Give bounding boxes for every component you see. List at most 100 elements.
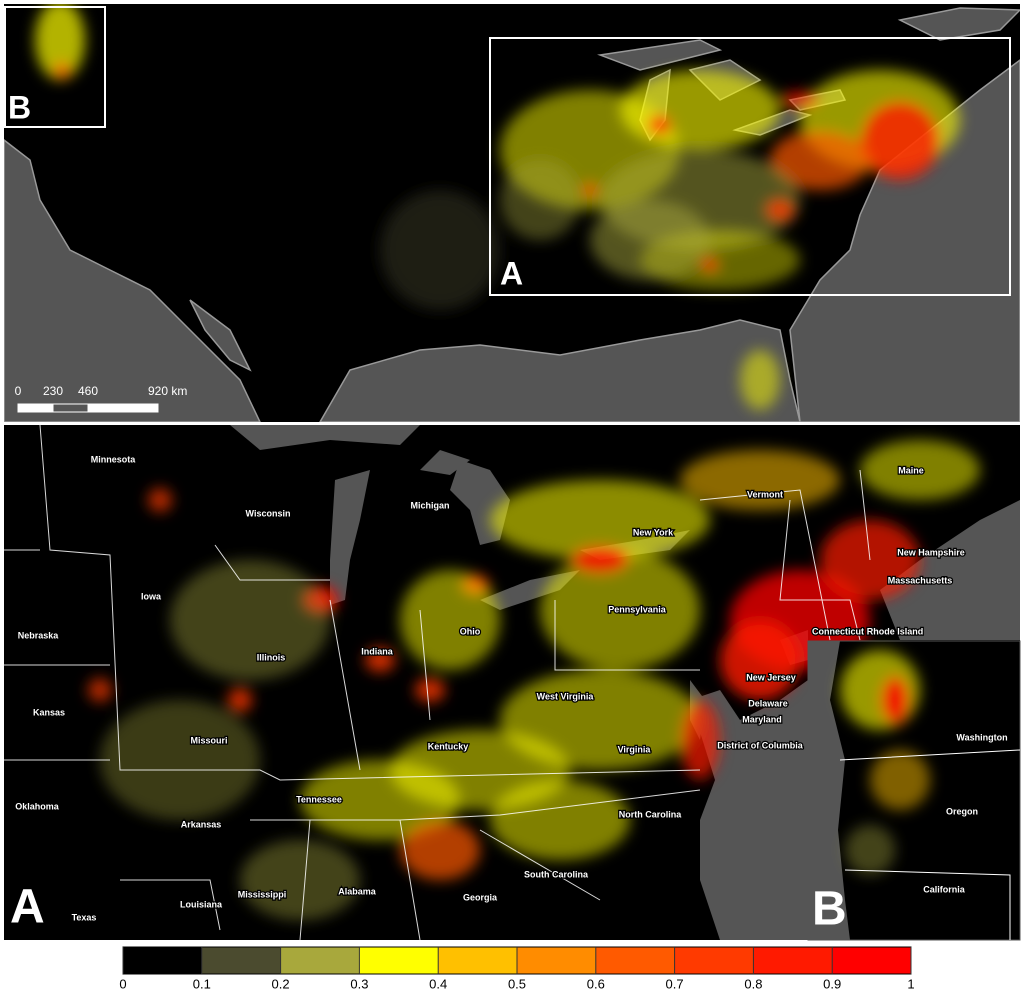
legend-bin [201, 947, 281, 974]
light-cluster [400, 820, 480, 880]
state-label: Pennsylvania [608, 604, 667, 614]
scale-bar: 0 230 460 920 km [15, 384, 187, 413]
legend-bin [280, 947, 360, 974]
light-cluster [590, 200, 710, 280]
legend-bin [359, 947, 439, 974]
state-borders [839, 749, 1021, 940]
light-cluster [88, 678, 112, 702]
state-label: District of Columbia [717, 740, 803, 750]
legend-tick-label: 1 [907, 976, 914, 991]
light-cluster [770, 130, 870, 190]
state-label: New York [633, 527, 674, 537]
legend-bin [832, 947, 911, 974]
light-cluster [680, 700, 720, 780]
light-cluster [680, 450, 840, 510]
light-cluster [648, 115, 672, 135]
legend-tick-label: 0.9 [823, 976, 841, 991]
state-label: Illinois [257, 652, 286, 662]
legend-bin [517, 947, 596, 974]
inset-label: B [8, 89, 31, 125]
state-label: Ohio [460, 626, 481, 636]
inset-frame [489, 37, 1011, 296]
light-cluster [400, 570, 500, 670]
light-cluster [54, 62, 70, 78]
legend-tick-label: 0.2 [272, 976, 290, 991]
light-cluster [860, 100, 940, 180]
state-label: Oregon [946, 806, 978, 816]
state-label: California [923, 884, 966, 894]
light-cluster [148, 488, 172, 512]
light-cluster [380, 190, 500, 310]
light-cluster [870, 750, 930, 810]
inset-frame [4, 6, 106, 128]
light-cluster [490, 780, 630, 860]
state-label: New Jersey [746, 672, 796, 682]
state-label: South Carolina [524, 869, 589, 879]
state-borders [4, 424, 871, 941]
state-label: Washington [956, 732, 1007, 742]
light-cluster [228, 688, 252, 712]
state-label: Virginia [618, 744, 652, 754]
legend-bin [595, 947, 675, 974]
legend-bin [674, 947, 754, 974]
light-cluster [860, 440, 980, 500]
state-label: Louisiana [180, 899, 223, 909]
scale-label: 230 [43, 384, 63, 398]
color-legend: 0 0.1 0.2 0.3 0.4 0.5 0.6 0.7 0.8 0.9 1 [119, 946, 915, 991]
light-cluster [620, 70, 780, 150]
light-cluster [365, 648, 395, 672]
state-label: Indiana [361, 646, 393, 656]
light-cluster [500, 160, 580, 240]
legend-tick-label: 0.6 [587, 976, 605, 991]
legend-bin [438, 947, 517, 974]
panel-label: B [812, 883, 847, 936]
inset-label: A [500, 255, 523, 291]
state-label: Oklahoma [15, 801, 60, 811]
state-label: Texas [72, 912, 97, 922]
light-cluster [700, 257, 720, 273]
legend-bin [123, 947, 202, 974]
legend-tick-label: 0 [119, 976, 126, 991]
light-cluster [740, 350, 780, 410]
panel-a-lights [88, 440, 980, 920]
panel-b-lights [840, 650, 930, 875]
light-cluster [35, 4, 85, 80]
state-label: Iowa [141, 591, 162, 601]
state-label: Michigan [410, 500, 449, 510]
state-label: Massachusetts [888, 575, 953, 585]
scale-label: 0 [15, 384, 22, 398]
light-cluster [720, 620, 800, 700]
state-labels: Minnesota Wisconsin Michigan Iowa Nebraska Il… [14, 453, 1009, 924]
panel-label: A [10, 881, 45, 934]
legend-tick-label: 0.1 [193, 976, 211, 991]
state-label: Maine [898, 465, 924, 475]
light-cluster [845, 825, 895, 875]
light-cluster [582, 182, 598, 198]
light-cluster [780, 92, 820, 108]
state-label: Missouri [190, 735, 227, 745]
light-cluster [540, 550, 700, 670]
state-label: Maryland [742, 714, 782, 724]
state-label: Tennessee [296, 794, 342, 804]
light-cluster [170, 560, 330, 680]
legend-tick-label: 0.7 [666, 976, 684, 991]
state-label: Connecticut [812, 626, 864, 636]
state-label: Rhode Island [867, 626, 924, 636]
state-label: Wisconsin [246, 508, 291, 518]
state-label: Minnesota [91, 454, 136, 464]
scale-label: 460 [78, 384, 98, 398]
legend-tick-label: 0.4 [429, 976, 447, 991]
legend-tick-label: 0.5 [508, 976, 526, 991]
scale-label: 920 km [148, 384, 187, 398]
state-label: New Hampshire [897, 547, 965, 557]
light-cluster [415, 678, 445, 702]
legend-bin [753, 947, 833, 974]
state-label: Georgia [463, 892, 498, 902]
state-label: Vermont [747, 489, 783, 499]
state-label: North Carolina [619, 809, 682, 819]
light-cluster [765, 198, 795, 222]
scale-segment [17, 403, 54, 413]
state-label: Alabama [338, 886, 377, 896]
